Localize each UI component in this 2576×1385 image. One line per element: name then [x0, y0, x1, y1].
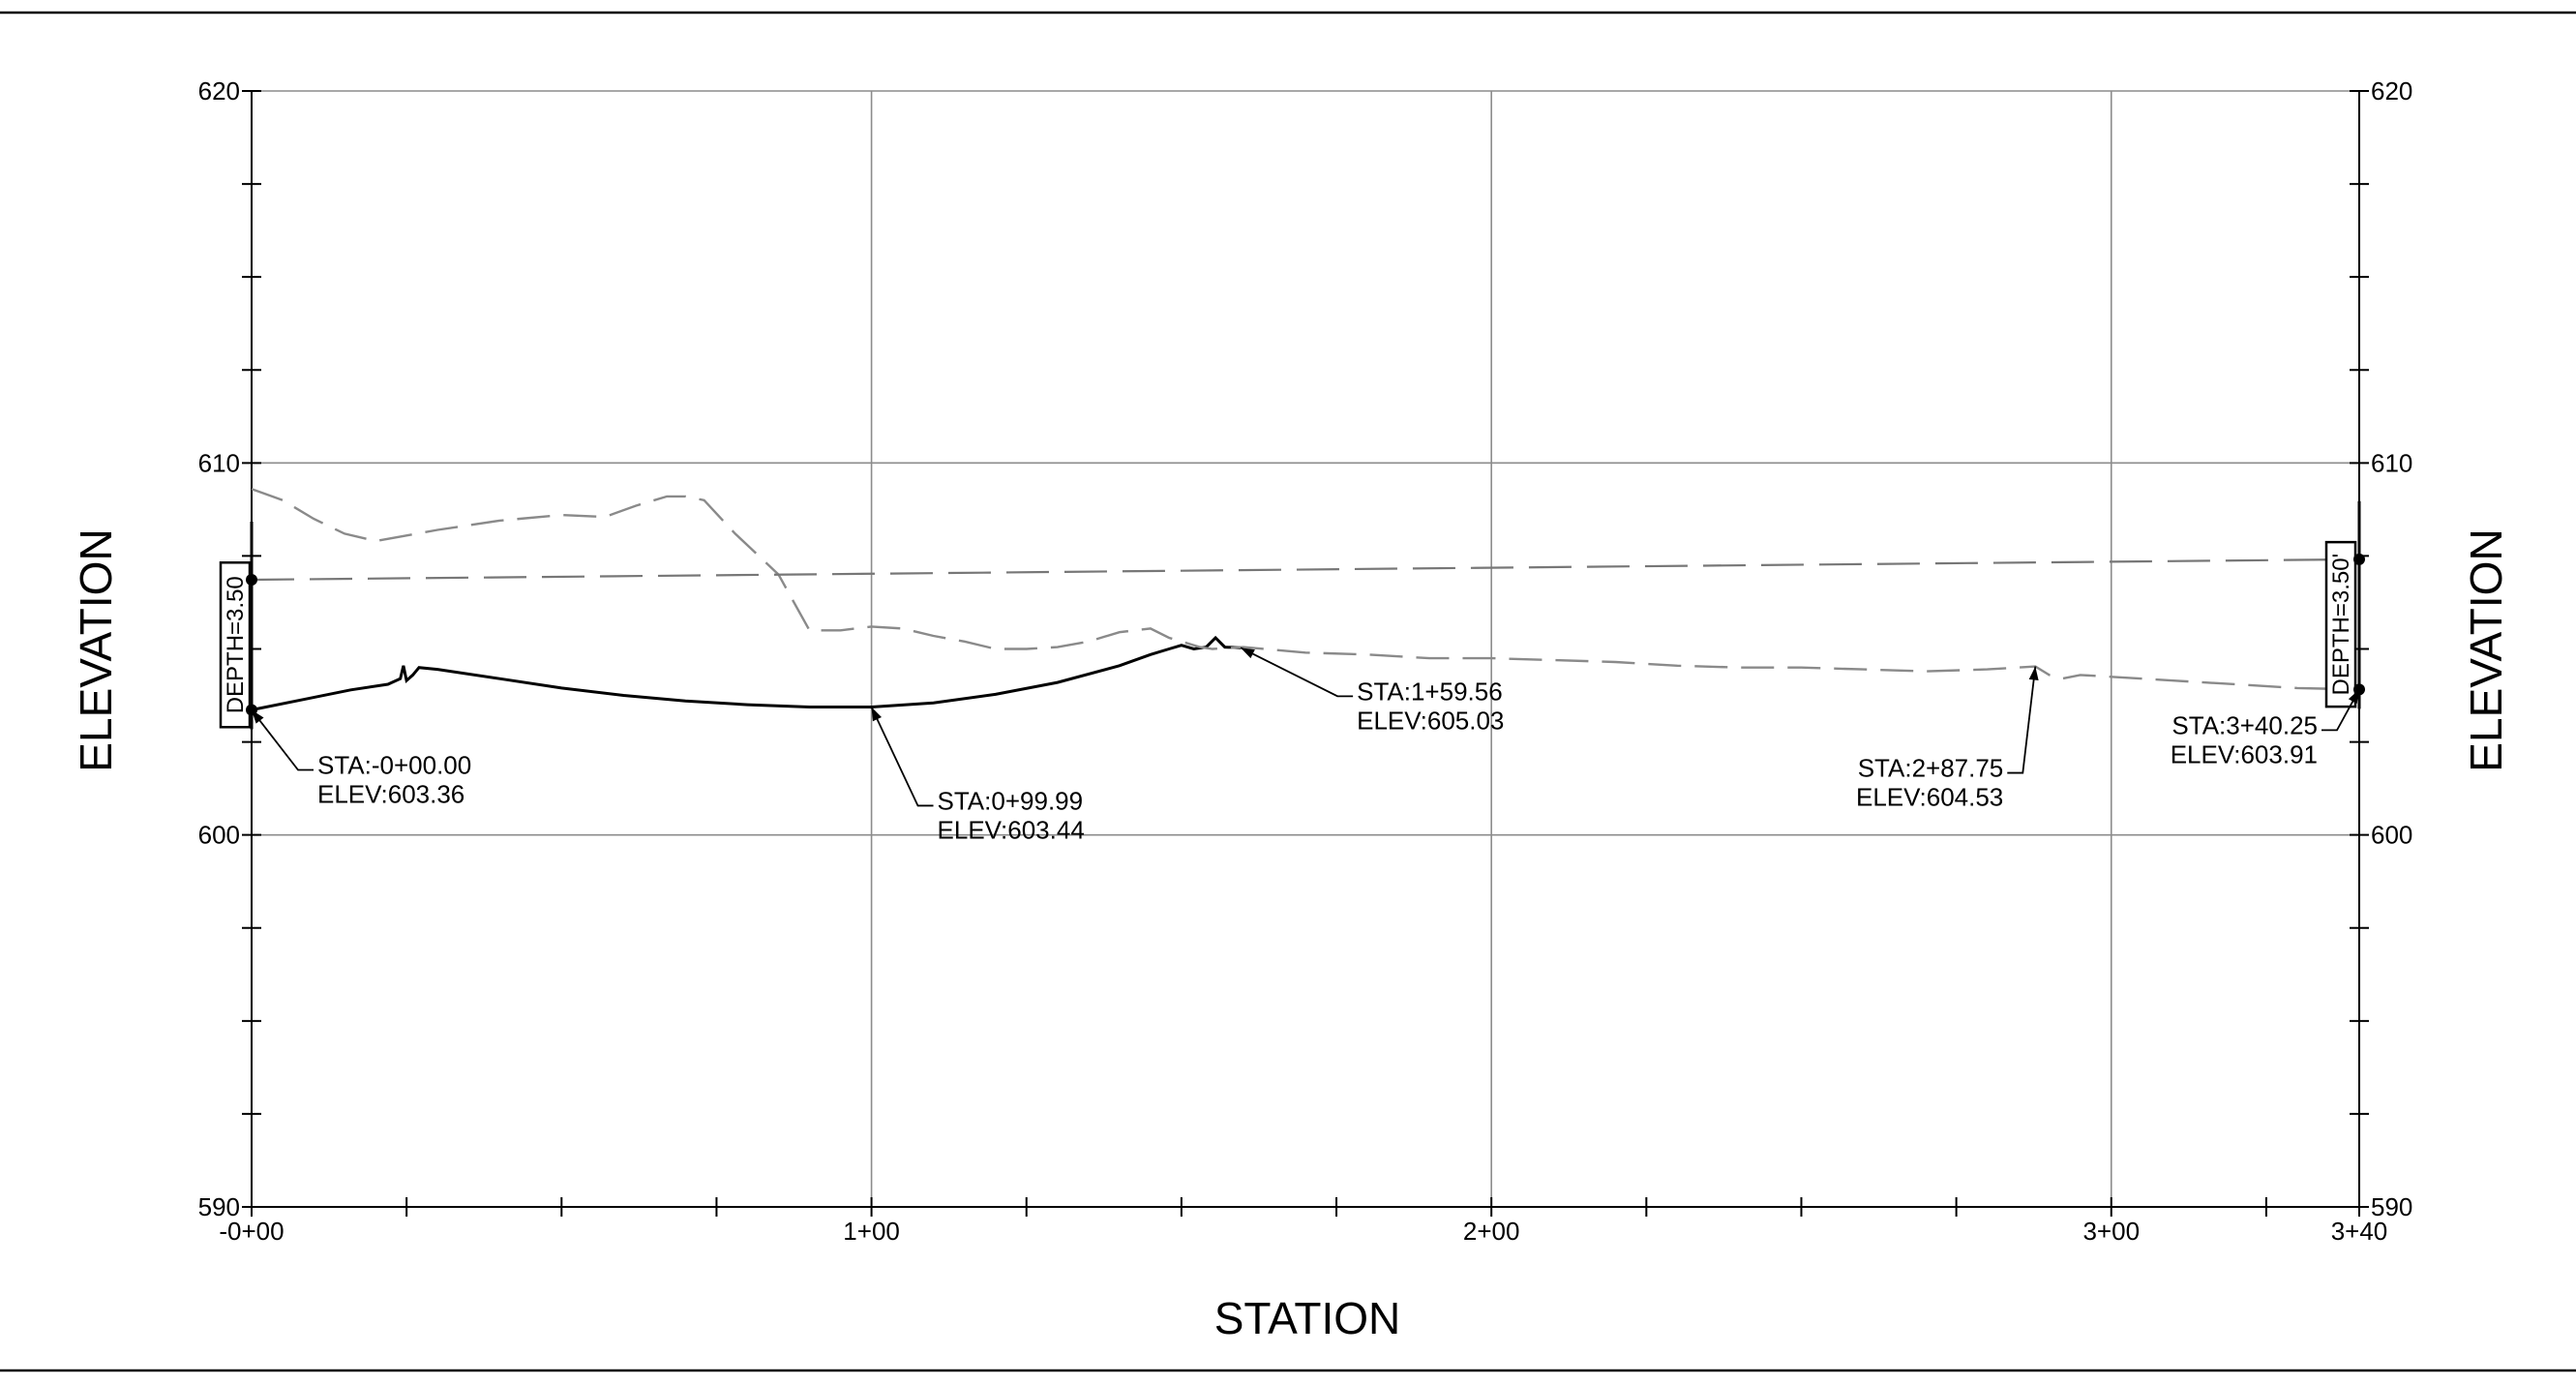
annotation-leader [2007, 666, 2037, 774]
ground-line [251, 488, 2360, 691]
y-tick-label-left: 590 [198, 1192, 240, 1221]
y-tick-label-left: 620 [198, 76, 240, 105]
grid-lines [252, 90, 2359, 1208]
annotation-leader [251, 708, 314, 771]
annotation-elevation: ELEV:604.53 [1856, 783, 2003, 812]
annotation-elevation: ELEV:603.36 [317, 780, 464, 809]
depth-box [2324, 540, 2357, 708]
depth-top-point [2353, 553, 2365, 565]
annotation-station: STA:0+99.99 [938, 786, 1084, 815]
y-axis-title-right: ELEVATION [2461, 528, 2511, 771]
depth-labels: DEPTH=3.50 DEPTH=3.50' [219, 500, 2365, 730]
x-tick-label: 3+40 [2331, 1217, 2388, 1246]
annotation-elevation: ELEV:605.03 [1357, 706, 1504, 735]
annotation-station: STA:1+59.56 [1357, 677, 1503, 706]
depth-box [219, 561, 252, 729]
annotation-leader [2321, 688, 2360, 732]
y-tick-label-left: 610 [198, 448, 240, 477]
y-tick-label-right: 590 [2371, 1192, 2412, 1221]
annotation-leader [1240, 647, 1354, 698]
annotation-arrow [252, 709, 264, 724]
x-tick-label: 2+00 [1463, 1217, 1520, 1246]
depth-label: DEPTH=3.50' [2328, 554, 2354, 696]
x-tick-label: 3+00 [2082, 1217, 2140, 1246]
y-tick-label-right: 610 [2371, 448, 2412, 477]
annotation-elevation: ELEV:603.91 [2171, 739, 2318, 768]
y-tick-label-right: 620 [2371, 76, 2412, 105]
annotation-leader [870, 707, 934, 807]
x-axis-title: STATION [1214, 1293, 1401, 1343]
annotation-station: STA:3+40.25 [2172, 710, 2318, 739]
annotation-arrow [2348, 689, 2359, 705]
depth-label: DEPTH=3.50 [223, 576, 249, 713]
x-tick-label: -0+00 [219, 1217, 284, 1246]
y-tick-label-left: 600 [198, 821, 240, 850]
x-tick-label: 1+00 [843, 1217, 900, 1246]
y-axis-title-left: ELEVATION [71, 528, 121, 771]
annotation-station: STA:2+87.75 [1858, 754, 2004, 783]
annotation-elevation: ELEV:603.44 [938, 815, 1085, 844]
annotation-arrow [1241, 647, 1255, 659]
y-tick-label-right: 600 [2371, 821, 2412, 850]
annotation-station: STA:-0+00.00 [317, 751, 471, 780]
design-grade-line [251, 557, 2360, 582]
annotation-arrow [871, 707, 883, 722]
depth-top-point [246, 574, 257, 587]
profile-line [251, 635, 1242, 711]
annotation-arrow [2028, 666, 2039, 681]
profile-series [251, 488, 2360, 711]
